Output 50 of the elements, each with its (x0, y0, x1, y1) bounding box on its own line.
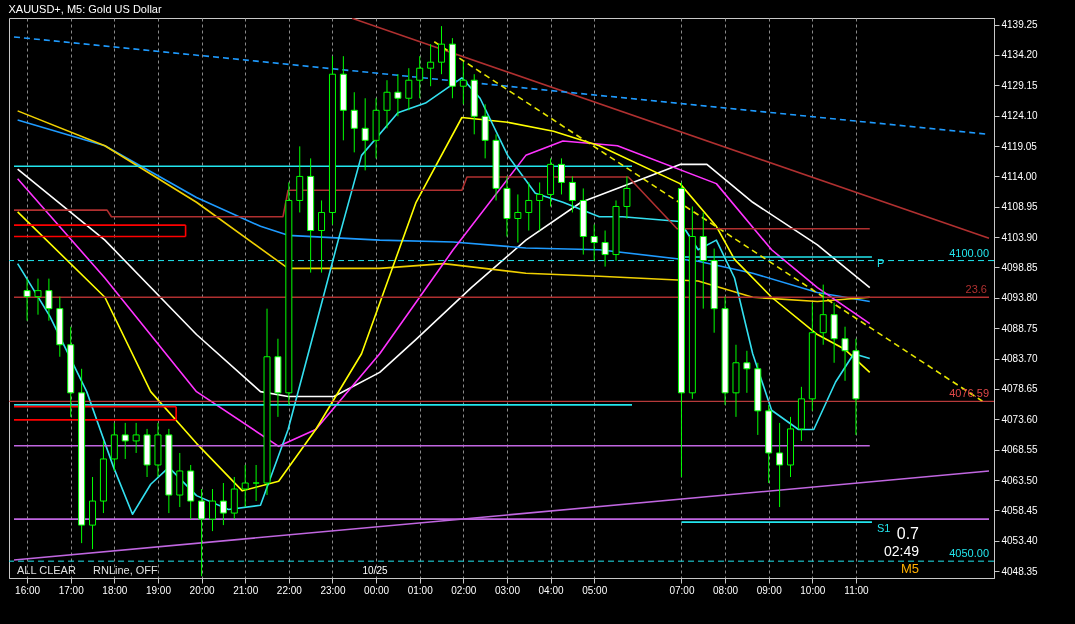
x-tick-label: 17:00 (58, 584, 85, 596)
ref-line-label: 4050.00 (949, 547, 989, 560)
x-tick-label: 18:00 (102, 584, 128, 596)
y-tick-label: 4083.70 (1001, 353, 1039, 365)
x-tick-label: 16:00 (15, 584, 41, 596)
y-tick-label: 4129.15 (1001, 79, 1039, 91)
y-tick-label: 4108.95 (1001, 201, 1039, 213)
y-tick-label: 4098.85 (1001, 261, 1039, 273)
x-tick-label: 01:00 (407, 584, 434, 596)
x-tick-label: 22:00 (276, 584, 303, 596)
y-tick-label: 4119.05 (1001, 140, 1038, 152)
y-tick-label: 4139.25 (1001, 19, 1039, 31)
y-tick-label: 4073.60 (1001, 413, 1039, 425)
annotation: 0.7 (896, 525, 920, 542)
x-tick-label: 02:00 (451, 584, 477, 596)
y-tick-label: 4068.55 (1001, 444, 1039, 456)
y-tick-label: 4048.35 (1001, 565, 1039, 577)
ref-line-label: 4100.00 (949, 246, 989, 259)
y-tick-label: 4058.45 (1001, 504, 1039, 516)
y-tick-label: 4134.20 (1001, 49, 1039, 61)
y-tick-label: 4063.50 (1001, 474, 1039, 486)
x-tick-label: 09:00 (756, 584, 783, 596)
series-label: S1 (876, 522, 891, 535)
x-tick-label: 05:00 (582, 584, 608, 596)
y-tick-label: 4078.65 (1001, 383, 1039, 395)
annotation: M5 (900, 561, 919, 576)
series-label: 23.6 (965, 283, 987, 296)
y-tick-label: 4053.40 (1001, 535, 1039, 547)
annotation: 10/25 (362, 565, 388, 576)
x-tick-label: 19:00 (145, 584, 172, 596)
y-tick-label: 4124.10 (1001, 110, 1039, 122)
y-tick-label: 4114.00 (1001, 170, 1038, 182)
ref-line-label: 4076.59 (949, 387, 989, 400)
annotation: 02:49 (883, 543, 920, 559)
x-tick-label: 03:00 (494, 584, 521, 596)
chart-title: XAUUSD+, M5: Gold US Dollar (8, 3, 162, 15)
annotation: ALL CLEAR (17, 564, 76, 576)
y-tick-label: 4088.75 (1001, 322, 1039, 334)
annotation: RNLine, OFF (93, 564, 159, 576)
x-tick-label: 07:00 (669, 584, 695, 596)
x-tick-label: 10:00 (800, 584, 826, 596)
x-tick-label: 00:00 (364, 584, 390, 596)
x-tick-label: 20:00 (189, 584, 216, 596)
x-tick-label: 08:00 (713, 584, 739, 596)
x-tick-label: 21:00 (233, 584, 259, 596)
y-tick-label: 4103.90 (1001, 231, 1039, 243)
y-tick-label: 4093.80 (1001, 292, 1039, 304)
x-tick-label: 11:00 (844, 584, 870, 596)
x-tick-label: 04:00 (538, 584, 565, 596)
x-tick-label: 23:00 (320, 584, 346, 596)
